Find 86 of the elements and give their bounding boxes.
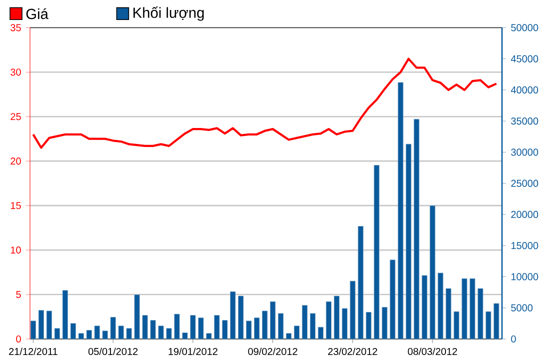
y2-tick-label: 10000: [511, 273, 538, 280]
bar: [246, 320, 252, 340]
bar: [86, 330, 92, 340]
bar: [278, 313, 284, 340]
bar: [94, 326, 100, 340]
bar: [358, 226, 364, 340]
bar: [382, 307, 388, 340]
y-tick-label: 10: [10, 246, 21, 254]
y2-tick-label: 25000: [511, 180, 538, 187]
bar: [102, 330, 108, 340]
bar: [30, 320, 36, 340]
bar: [318, 326, 324, 340]
x-tick-label: 08/03/2012: [408, 348, 458, 356]
bar: [342, 308, 348, 340]
bar: [422, 275, 428, 340]
bar: [470, 278, 476, 340]
bar: [182, 332, 188, 340]
y2-tick-label: 5000: [511, 304, 533, 312]
bar: [110, 316, 116, 340]
x-tick-label: 05/01/2012: [88, 348, 138, 356]
bar: [366, 312, 372, 340]
y2-tick-label: 45000: [510, 55, 538, 62]
bar: [254, 318, 260, 340]
y2-tick-label: 20000: [511, 210, 538, 218]
legend-label: Giá: [26, 8, 48, 20]
bar: [62, 290, 68, 340]
bar: [198, 318, 204, 340]
bar: [414, 118, 420, 340]
bar: [238, 296, 244, 340]
bar: [486, 311, 492, 340]
x-tick-label: 23/02/2012: [328, 348, 378, 356]
bar: [262, 310, 268, 340]
y-tick-label: 35: [10, 24, 21, 32]
y2-tick-label: 15000: [511, 242, 538, 250]
bar: [294, 326, 300, 340]
bar: [494, 303, 500, 340]
bar: [54, 328, 60, 340]
bar: [406, 144, 412, 340]
bar: [134, 294, 140, 340]
x-tick-label: 21/12/2011: [9, 348, 58, 356]
y2-tick-label: 40000: [510, 86, 538, 94]
bar: [478, 288, 484, 340]
bar: [206, 333, 212, 340]
x-tick-label: 09/02/2012: [248, 348, 298, 356]
y-tick-label: 20: [10, 158, 21, 165]
bar: [438, 272, 444, 340]
bar: [174, 314, 180, 340]
bar: [70, 323, 76, 340]
bar: [310, 313, 316, 340]
bar: [302, 305, 308, 340]
bar: [166, 328, 172, 340]
y-tick-label: 30: [10, 68, 21, 76]
bar: [38, 310, 44, 340]
y2-tick-label: 0: [511, 335, 516, 343]
bar: [46, 310, 52, 340]
legend-label: Khối lượng: [133, 6, 204, 21]
bar: [118, 326, 124, 340]
bar: [462, 278, 468, 340]
bar: [454, 311, 460, 340]
y-tick-label: 25: [10, 113, 21, 120]
y2-tick-label: 50000: [511, 24, 538, 32]
y2-tick-label: 30000: [511, 148, 538, 156]
y-tick-label: 5: [16, 291, 21, 298]
bar: [230, 291, 236, 340]
y-tick-label: 0: [16, 335, 21, 343]
bar: [78, 333, 84, 340]
bar: [190, 315, 196, 340]
bar: [350, 280, 356, 340]
bar: [126, 328, 132, 340]
bar: [214, 315, 220, 340]
bar: [150, 320, 156, 340]
bar: [270, 301, 276, 340]
bar: [222, 320, 228, 340]
x-tick-label: 19/01/2012: [168, 348, 218, 356]
bar: [286, 333, 292, 340]
bar: [430, 206, 436, 340]
bar: [334, 296, 340, 340]
y2-tick-label: 35000: [511, 118, 538, 125]
bar: [398, 82, 404, 340]
y-tick-label: 15: [10, 202, 21, 210]
bar: [390, 260, 396, 340]
bar: [374, 165, 380, 340]
bar: [158, 326, 164, 340]
bar: [142, 315, 148, 340]
bar: [326, 301, 332, 340]
bar: [446, 288, 452, 340]
